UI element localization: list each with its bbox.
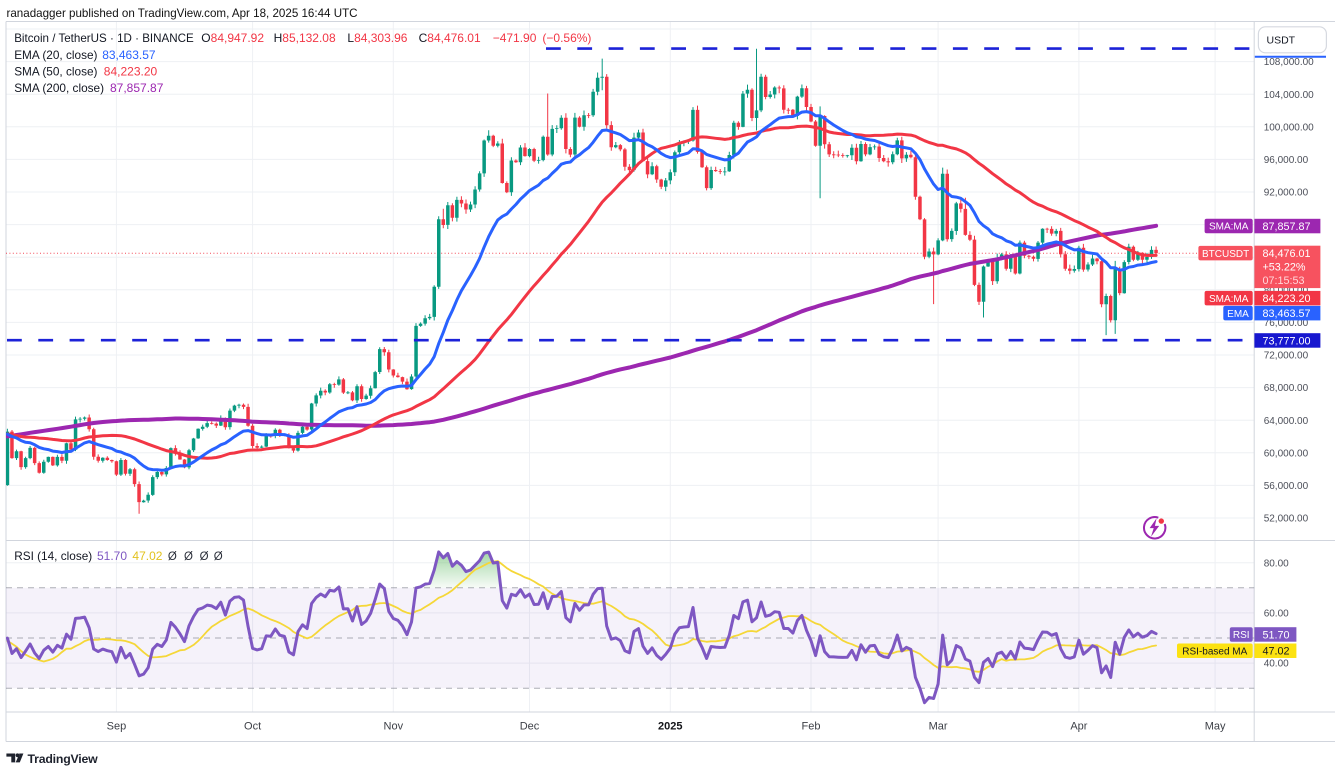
svg-text:+53.22%: +53.22% [1263,262,1306,274]
svg-text:47.02: 47.02 [1263,646,1290,658]
svg-text:84,223.20: 84,223.20 [1263,293,1311,305]
svg-text:May: May [1205,721,1226,733]
svg-text:2025: 2025 [658,721,682,733]
svg-text:80.00: 80.00 [1264,558,1289,569]
svg-text:Apr: Apr [1070,721,1087,733]
svg-text:64,000.00: 64,000.00 [1264,416,1309,427]
svg-text:07:15:53: 07:15:53 [1263,275,1305,287]
svg-text:C84,476.01: C84,476.01 [419,31,481,45]
svg-text:73,777.00: 73,777.00 [1263,335,1311,347]
svg-text:Dec: Dec [520,721,540,733]
svg-text:96,000.00: 96,000.00 [1264,155,1309,166]
svg-text:−471.90 (−0.56%): −471.90 (−0.56%) [493,31,592,45]
svg-text:47.02: 47.02 [132,549,162,563]
svg-text:108,000.00: 108,000.00 [1264,57,1314,68]
svg-text:100,000.00: 100,000.00 [1264,122,1314,133]
svg-text:51.70: 51.70 [1263,629,1290,641]
svg-text:Ø: Ø [200,551,209,563]
svg-text:TradingView: TradingView [28,752,99,766]
svg-text:92,000.00: 92,000.00 [1264,188,1309,199]
svg-text:SMA:MA: SMA:MA [1209,222,1249,233]
svg-text:68,000.00: 68,000.00 [1264,383,1309,394]
svg-text:L84,303.96: L84,303.96 [347,31,407,45]
svg-text:Oct: Oct [244,721,261,733]
svg-text:76,000.00: 76,000.00 [1264,318,1309,329]
svg-text:Bitcoin / TetherUS · 1D · BINA: Bitcoin / TetherUS · 1D · BINANCE [14,32,194,45]
svg-text:Nov: Nov [384,721,404,733]
svg-text:51.70: 51.70 [97,549,127,563]
svg-text:Ø: Ø [168,551,177,563]
svg-text:56,000.00: 56,000.00 [1264,481,1309,492]
svg-text:RSI-based MA: RSI-based MA [1182,646,1247,657]
svg-text:USDT: USDT [1267,35,1296,47]
svg-text:52,000.00: 52,000.00 [1264,514,1309,525]
svg-text:O84,947.92: O84,947.92 [201,31,264,45]
svg-text:EMA (20, close): EMA (20, close) [14,48,97,62]
svg-text:104,000.00: 104,000.00 [1264,90,1314,101]
svg-text:87,857.87: 87,857.87 [1263,221,1311,233]
svg-text:SMA:MA: SMA:MA [1209,294,1249,305]
svg-text:84,223.20: 84,223.20 [104,64,158,78]
svg-text:60.00: 60.00 [1264,609,1289,620]
svg-text:60,000.00: 60,000.00 [1264,448,1309,459]
svg-text:SMA (200, close): SMA (200, close) [14,81,104,95]
svg-text:RSI: RSI [1233,630,1250,641]
svg-text:RSI (14, close): RSI (14, close) [14,549,92,563]
svg-text:40.00: 40.00 [1264,659,1289,670]
svg-text:87,857.87: 87,857.87 [110,81,164,95]
svg-text:Ø: Ø [184,551,193,563]
svg-text:SMA (50, close): SMA (50, close) [14,64,97,78]
svg-text:Feb: Feb [802,721,821,733]
svg-text:H85,132.08: H85,132.08 [274,31,336,45]
svg-text:ranadagger published on Tradin: ranadagger published on TradingView.com,… [7,7,358,20]
svg-text:EMA: EMA [1227,309,1249,320]
svg-text:83,463.57: 83,463.57 [1263,308,1311,320]
svg-text:Ø: Ø [214,551,223,563]
svg-text:BTCUSDT: BTCUSDT [1202,249,1249,260]
svg-text:Sep: Sep [107,721,127,733]
svg-text:72,000.00: 72,000.00 [1264,351,1309,362]
svg-text:84,476.01: 84,476.01 [1263,248,1311,260]
svg-text:83,463.57: 83,463.57 [102,48,156,62]
svg-text:Mar: Mar [929,721,948,733]
